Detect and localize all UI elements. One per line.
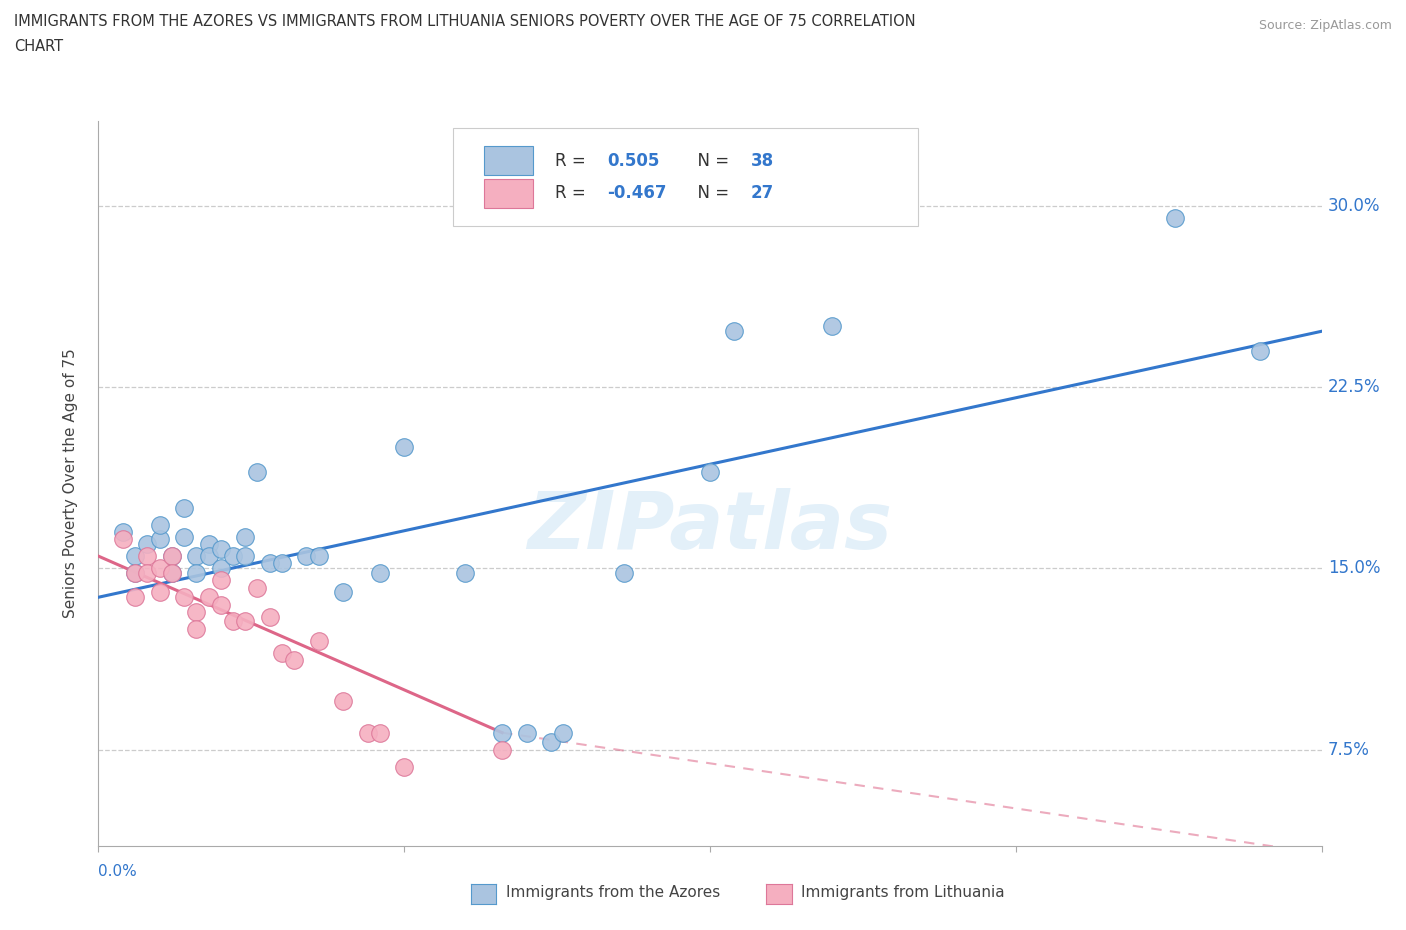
Text: -0.467: -0.467 [607,184,666,203]
Point [1249,343,1271,358]
Point [491,742,513,757]
Point [540,735,562,750]
Point [209,541,232,556]
Point [368,565,391,580]
Point [246,464,269,479]
Point [259,609,281,624]
FancyBboxPatch shape [484,179,533,208]
Point [149,517,172,532]
Point [160,565,183,580]
Text: R =: R = [555,184,591,203]
Point [613,565,636,580]
Point [111,532,134,547]
Point [332,694,354,709]
Point [246,580,269,595]
Point [186,621,208,636]
Text: 30.0%: 30.0% [1327,196,1381,215]
FancyBboxPatch shape [453,128,918,226]
Point [209,597,232,612]
Point [308,549,330,564]
Point [124,549,146,564]
Point [124,590,146,604]
Text: IMMIGRANTS FROM THE AZORES VS IMMIGRANTS FROM LITHUANIA SENIORS POVERTY OVER THE: IMMIGRANTS FROM THE AZORES VS IMMIGRANTS… [14,14,915,29]
Point [124,565,146,580]
Point [149,561,172,576]
Point [821,319,844,334]
Point [332,585,354,600]
Point [723,324,745,339]
FancyBboxPatch shape [484,146,533,176]
Point [186,549,208,564]
Point [197,549,219,564]
Point [491,725,513,740]
Point [356,725,378,740]
Text: 0.505: 0.505 [607,152,659,170]
Point [516,725,538,740]
Text: Source: ZipAtlas.com: Source: ZipAtlas.com [1258,19,1392,32]
Point [197,537,219,551]
Text: 0.0%: 0.0% [98,865,138,880]
Point [222,614,245,629]
Text: R =: R = [555,152,596,170]
Text: N =: N = [686,184,734,203]
Point [136,549,159,564]
Point [111,525,134,539]
Point [233,549,256,564]
Point [209,573,232,588]
Point [173,529,195,544]
Point [173,500,195,515]
Point [283,653,305,668]
Point [259,556,281,571]
Text: N =: N = [686,152,734,170]
Point [270,556,292,571]
Text: 22.5%: 22.5% [1327,378,1381,396]
Y-axis label: Seniors Poverty Over the Age of 75: Seniors Poverty Over the Age of 75 [63,349,77,618]
Point [160,549,183,564]
Point [149,532,172,547]
Point [392,759,416,774]
Point [149,585,172,600]
Point [392,440,416,455]
Text: 38: 38 [751,152,773,170]
Point [553,725,575,740]
Text: Immigrants from the Azores: Immigrants from the Azores [506,885,720,900]
Point [233,529,256,544]
Point [136,565,159,580]
Text: ZIPatlas: ZIPatlas [527,488,893,566]
Point [222,549,245,564]
Text: 27: 27 [751,184,773,203]
Point [136,537,159,551]
Point [233,614,256,629]
Point [186,565,208,580]
Point [124,565,146,580]
Point [173,590,195,604]
Text: 7.5%: 7.5% [1327,740,1369,759]
Point [186,604,208,619]
Point [209,561,232,576]
Point [454,565,477,580]
Point [368,725,391,740]
Point [197,590,219,604]
Point [270,645,292,660]
Point [308,633,330,648]
Point [295,549,318,564]
Text: 15.0%: 15.0% [1327,559,1381,578]
Point [699,464,721,479]
Text: CHART: CHART [14,39,63,54]
Point [160,565,183,580]
Point [160,549,183,564]
Point [1164,210,1187,225]
Text: Immigrants from Lithuania: Immigrants from Lithuania [801,885,1005,900]
